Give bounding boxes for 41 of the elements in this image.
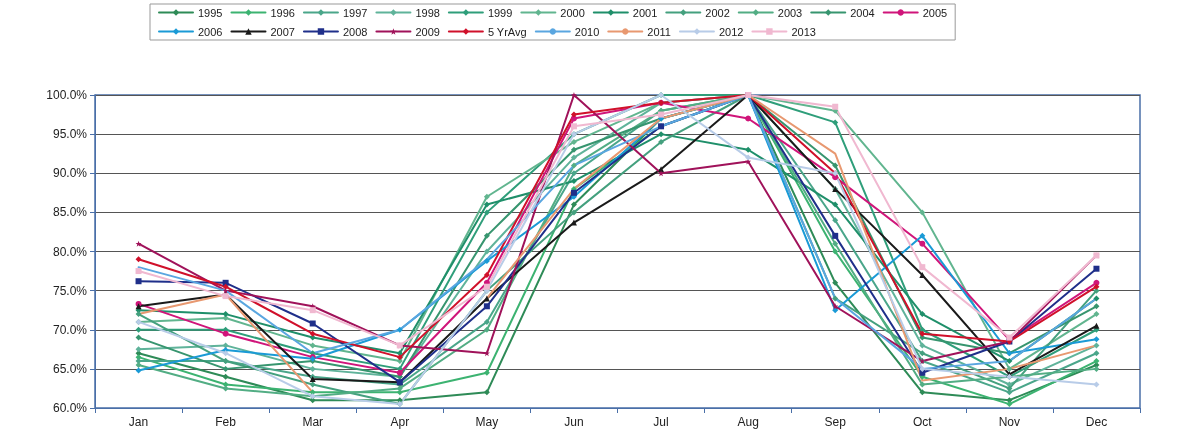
legend-label: 2002 bbox=[705, 6, 730, 19]
x-tick-label: Oct bbox=[912, 415, 933, 429]
legend-label: 1996 bbox=[270, 6, 295, 19]
legend-label: 2012 bbox=[718, 25, 744, 38]
legend-label: 1999 bbox=[487, 6, 513, 19]
legend-label: 2004 bbox=[850, 6, 875, 19]
legend-label: 2010 bbox=[574, 25, 600, 38]
x-tick-label: Aug bbox=[737, 415, 759, 429]
x-tick-label: May bbox=[475, 415, 499, 429]
y-tick-label: 100.0% bbox=[46, 88, 88, 102]
y-tick-label: 95.0% bbox=[52, 127, 88, 142]
legend-label: 2003 bbox=[777, 6, 803, 19]
legend-label: 2011 bbox=[647, 25, 671, 38]
x-tick-label: Sep bbox=[824, 415, 847, 429]
legend-label: 2007 bbox=[270, 25, 295, 38]
legend-label: 2001 bbox=[632, 6, 658, 19]
x-tick-label: Jan bbox=[128, 415, 149, 429]
y-tick-label: 60.0% bbox=[52, 401, 88, 415]
x-tick-label: Nov bbox=[998, 415, 1021, 429]
legend-label: 2013 bbox=[791, 25, 816, 38]
y-tick-label: 85.0% bbox=[52, 205, 88, 220]
x-tick-label: Dec bbox=[1085, 415, 1108, 429]
legend-label: 1995 bbox=[198, 6, 223, 19]
x-tick-label: Mar bbox=[302, 415, 324, 429]
legend-label: 1997 bbox=[342, 6, 368, 19]
y-tick-label: 80.0% bbox=[52, 244, 88, 259]
x-tick-label: Jul bbox=[653, 415, 669, 429]
x-tick-label: Jun bbox=[564, 415, 584, 429]
x-tick-label: Feb bbox=[215, 415, 237, 429]
legend-label: 2005 bbox=[922, 6, 948, 19]
legend-label: 2000 bbox=[560, 6, 585, 19]
legend-label: 1998 bbox=[415, 6, 440, 19]
y-tick-label: 70.0% bbox=[52, 322, 88, 337]
legend-label: 2006 bbox=[198, 25, 223, 38]
y-tick-label: 90.0% bbox=[52, 166, 88, 181]
legend-label: 2009 bbox=[415, 25, 440, 38]
y-tick-label: 65.0% bbox=[52, 361, 88, 376]
y-tick-label: 75.0% bbox=[52, 283, 88, 298]
x-tick-label: Apr bbox=[390, 415, 410, 429]
legend-label: 2008 bbox=[342, 25, 368, 38]
legend-label: 5 YrAvg bbox=[487, 25, 527, 38]
